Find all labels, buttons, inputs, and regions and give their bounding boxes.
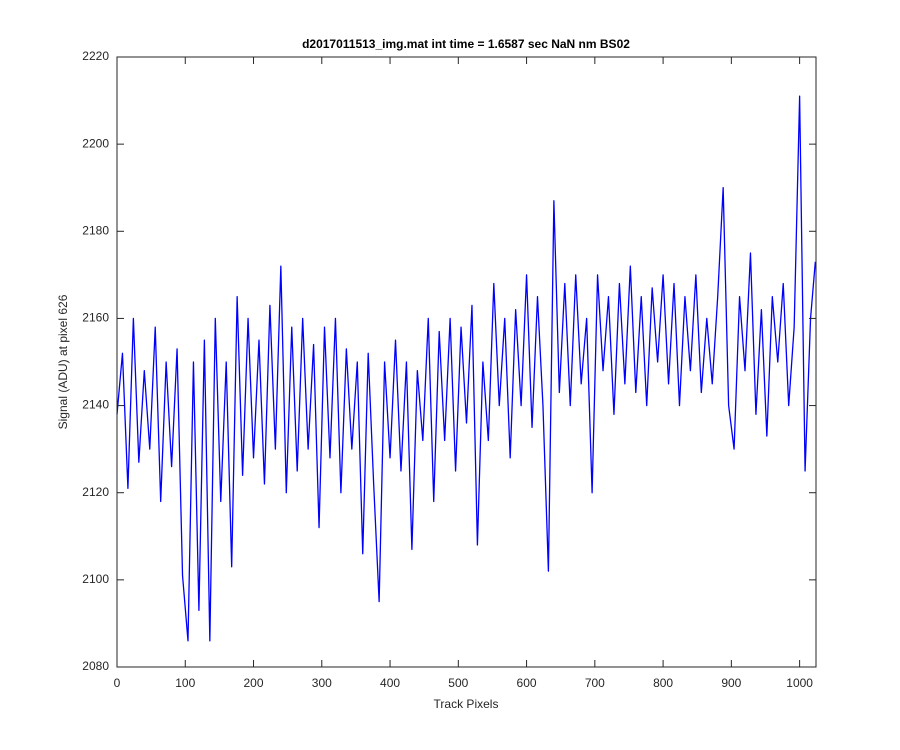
axes-box (116, 56, 817, 668)
y-tick-label: 2160 (82, 311, 109, 325)
y-tick-label: 2120 (82, 485, 109, 499)
y-tick-label: 2220 (82, 49, 109, 63)
x-tick-label: 300 (312, 676, 332, 690)
x-axis-label: Track Pixels (434, 697, 499, 711)
chart-title: d2017011513_img.mat int time = 1.6587 se… (302, 37, 630, 51)
y-tick-label: 2100 (82, 572, 109, 586)
x-tick-label: 500 (448, 676, 468, 690)
x-tick-label: 400 (380, 676, 400, 690)
x-tick-label: 200 (244, 676, 264, 690)
y-tick-label: 2080 (82, 659, 109, 673)
data-line (116, 95, 816, 642)
y-tick-label: 2200 (82, 136, 109, 150)
y-tick-label: 2180 (82, 223, 109, 237)
y-axis-label: Signal (ADU) at pixel 626 (56, 294, 70, 429)
x-tick-label: 100 (175, 676, 195, 690)
y-tick-label: 2140 (82, 398, 109, 412)
x-tick-label: 700 (585, 676, 605, 690)
x-tick-label: 800 (653, 676, 673, 690)
x-tick-label: 0 (114, 676, 121, 690)
x-tick-label: 1000 (786, 676, 813, 690)
x-tick-label: 900 (721, 676, 741, 690)
x-tick-label: 600 (517, 676, 537, 690)
